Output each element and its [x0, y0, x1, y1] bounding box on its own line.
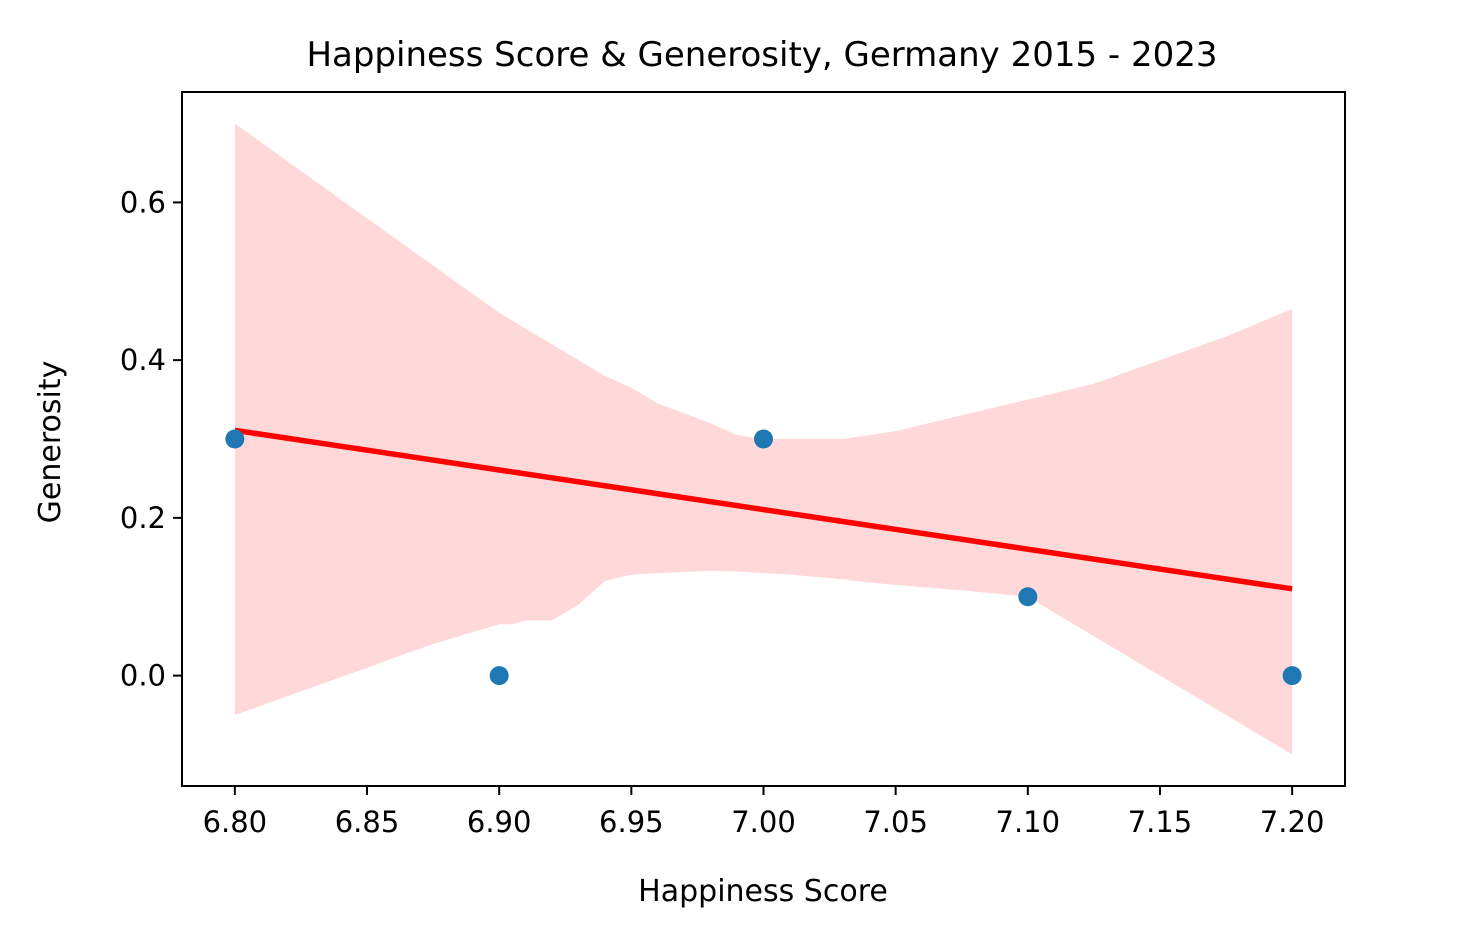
regression-line: [234, 427, 1293, 592]
x-axis-label: Happiness Score: [638, 874, 888, 909]
x-tick-label-9: 7.20: [1260, 805, 1325, 839]
x-tick-label-6: 7.05: [863, 805, 928, 839]
data-points-layer: [225, 429, 1302, 686]
y-axis-label: Generosity: [33, 361, 68, 524]
x-tick-label-2: 6.85: [335, 805, 400, 839]
x-tick-label-3: 6.90: [467, 805, 532, 839]
y-tick-label-3: 0.4: [120, 343, 166, 377]
x-tick-label-5: 7.00: [731, 805, 796, 839]
chart-title: Happiness Score & Generosity, Germany 20…: [306, 35, 1217, 75]
data-point-5: [1282, 666, 1302, 686]
y-tick-label-4: 0.6: [120, 185, 166, 219]
axes-layer: 6.80 6.85 6.90 6.95 7.00 7.05 7.10 7.15 7.20 0.0 0…: [120, 91, 1346, 839]
x-tick-label-4: 6.95: [599, 805, 664, 839]
x-tick-label-1: 6.80: [203, 805, 268, 839]
y-tick-label-2: 0.2: [120, 501, 166, 535]
text-layer: Happiness Score & Generosity, Germany 20…: [33, 35, 1218, 909]
data-point-1: [225, 429, 245, 449]
x-tick-label-8: 7.15: [1128, 805, 1193, 839]
y-tick-label-1: 0.0: [120, 659, 166, 693]
x-tick-label-7: 7.10: [996, 805, 1061, 839]
regression-line-layer: [234, 427, 1293, 592]
data-point-2: [489, 666, 509, 686]
data-point-3: [754, 429, 773, 449]
data-point-4: [1018, 587, 1038, 607]
